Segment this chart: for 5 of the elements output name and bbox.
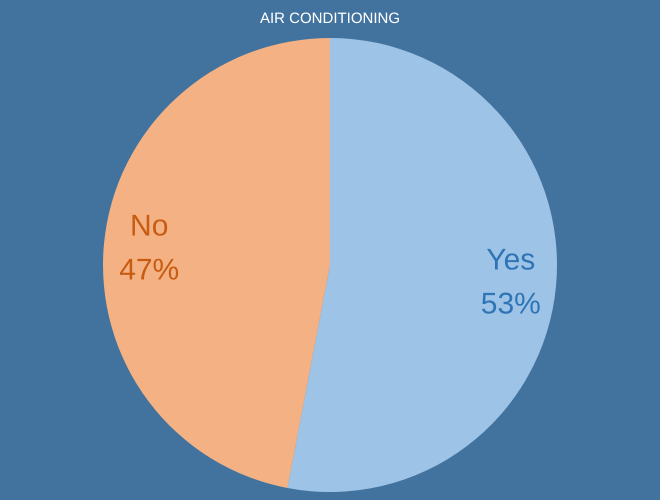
- data-label: 53%: [480, 288, 541, 321]
- chart-title: AIR CONDITIONING: [260, 10, 400, 27]
- slice-label: No: [130, 209, 168, 242]
- slice-label: Yes: [486, 244, 536, 277]
- data-label: 47%: [119, 253, 180, 286]
